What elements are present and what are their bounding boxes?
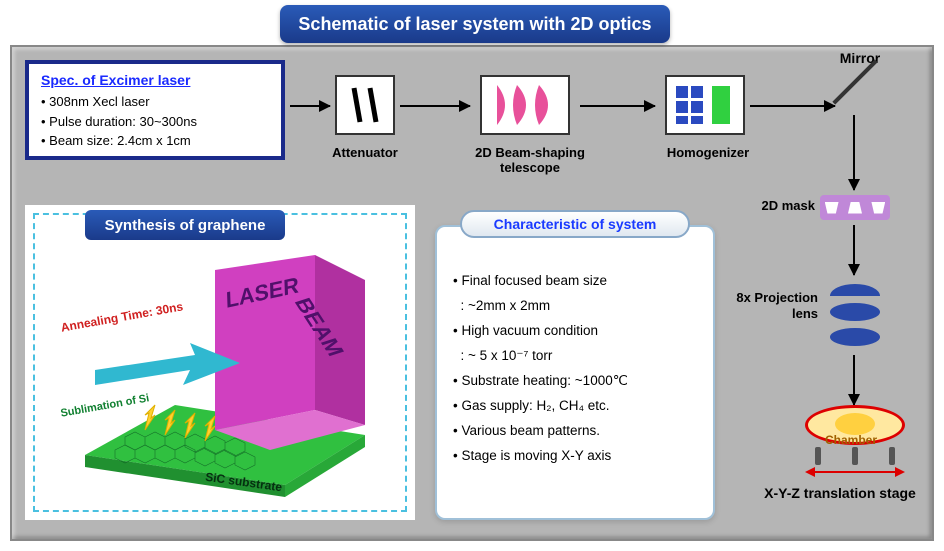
lens-box (825, 280, 885, 350)
lens-label: 8x Projection lens (723, 290, 818, 321)
spec-line-2: • Beam size: 2.4cm x 1cm (41, 131, 269, 151)
chamber-label: Chamber (825, 433, 877, 447)
chamber-box: Chamber (805, 405, 905, 460)
beam-arrow-7 (853, 355, 855, 405)
mask-box (820, 195, 890, 220)
spec-line-1: • Pulse duration: 30~300ns (41, 112, 269, 132)
characteristic-box: • Final focused beam size : ~2mm x 2mm •… (435, 225, 715, 520)
xy-arrow-icon (805, 465, 905, 479)
char-line-2: • High vacuum condition (453, 319, 697, 344)
characteristic-title: Characteristic of system (460, 210, 690, 238)
attenuator-box (335, 75, 395, 135)
chamber-leg (889, 447, 895, 465)
graphene-panel: Synthesis of graphene (25, 205, 415, 520)
telescope-label: 2D Beam-shaping telescope (465, 145, 595, 175)
beam-arrow-2 (400, 105, 470, 107)
telescope-box (480, 75, 570, 135)
mask-slot (848, 202, 862, 214)
homogenizer-label: Homogenizer (658, 145, 758, 160)
beam-arrow-1 (290, 105, 330, 107)
char-line-6: • Various beam patterns. (453, 419, 697, 444)
chamber-leg (852, 447, 858, 465)
char-line-3: : ~ 5 x 10⁻⁷ torr (453, 344, 697, 369)
title-banner: Schematic of laser system with 2D optics (280, 5, 670, 43)
stage-label: X-Y-Z translation stage (740, 485, 940, 501)
lens-element (830, 303, 880, 321)
char-line-5: • Gas supply: H₂, CH₄ etc. (453, 394, 697, 419)
chamber-leg (815, 447, 821, 465)
mirror-label: Mirror (830, 50, 890, 66)
graphene-title: Synthesis of graphene (85, 210, 285, 240)
attenuator-label: Attenuator (325, 145, 405, 160)
char-line-0: • Final focused beam size (453, 269, 697, 294)
mask-label: 2D mask (755, 198, 815, 213)
char-line-1: : ~2mm x 2mm (453, 294, 697, 319)
homogenizer-box (665, 75, 745, 135)
spec-heading: Spec. of Excimer laser (41, 72, 269, 88)
mask-slot (871, 202, 885, 214)
char-line-7: • Stage is moving X-Y axis (453, 444, 697, 469)
beam-arrow-6 (853, 225, 855, 275)
chamber-center (835, 413, 875, 435)
excimer-spec-box: Spec. of Excimer laser • 308nm Xecl lase… (25, 60, 285, 160)
beam-arrow-5 (853, 115, 855, 190)
beam-arrow-4 (750, 105, 835, 107)
lens-element (830, 284, 880, 296)
spec-line-0: • 308nm Xecl laser (41, 92, 269, 112)
char-line-4: • Substrate heating: ~1000℃ (453, 369, 697, 394)
lens-element (830, 328, 880, 346)
mask-slot (825, 202, 839, 214)
graphene-scene: Annealing Time: 30ns Lateral Scan Of Las… (55, 255, 395, 505)
beam-arrow-3 (580, 105, 655, 107)
